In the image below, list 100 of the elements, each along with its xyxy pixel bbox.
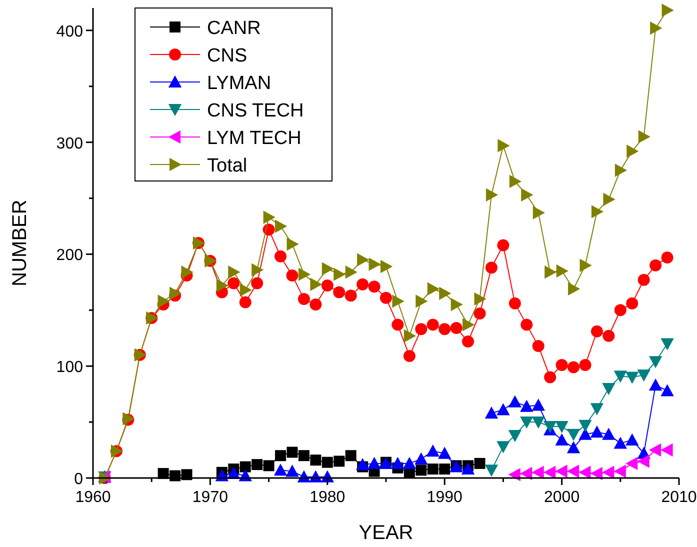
point bbox=[626, 433, 639, 446]
point bbox=[648, 356, 662, 368]
legend-label: CNS TECH bbox=[207, 100, 304, 122]
point bbox=[170, 286, 182, 300]
point bbox=[274, 250, 287, 262]
point bbox=[439, 286, 452, 300]
point bbox=[543, 466, 556, 480]
point bbox=[508, 297, 521, 310]
point bbox=[450, 322, 462, 334]
point bbox=[520, 466, 532, 480]
x-tick-label: 1970 bbox=[192, 489, 228, 506]
point bbox=[310, 454, 322, 466]
point bbox=[660, 338, 674, 350]
point bbox=[439, 464, 450, 475]
point bbox=[614, 304, 626, 316]
point bbox=[310, 278, 322, 292]
point bbox=[345, 265, 358, 279]
point bbox=[485, 262, 498, 274]
point bbox=[461, 462, 475, 475]
legend-label: CNS bbox=[207, 46, 248, 66]
point bbox=[498, 139, 510, 152]
point bbox=[496, 441, 510, 454]
x-tick-label: 2000 bbox=[544, 489, 580, 506]
point bbox=[521, 188, 534, 202]
point bbox=[568, 361, 580, 374]
point bbox=[298, 292, 310, 305]
point bbox=[345, 450, 356, 462]
point bbox=[590, 426, 604, 438]
point bbox=[298, 268, 311, 281]
point bbox=[321, 280, 334, 292]
point bbox=[578, 420, 592, 432]
y-tick-label: 200 bbox=[56, 247, 84, 264]
point bbox=[228, 277, 240, 290]
point bbox=[544, 265, 557, 279]
point bbox=[520, 416, 534, 429]
point bbox=[240, 461, 251, 472]
legend-label: Total bbox=[207, 156, 248, 176]
point bbox=[263, 210, 276, 224]
point bbox=[274, 464, 288, 476]
point bbox=[252, 263, 264, 276]
point bbox=[286, 238, 299, 251]
point bbox=[158, 294, 170, 308]
point bbox=[602, 382, 616, 396]
point bbox=[626, 297, 638, 310]
point bbox=[566, 441, 580, 454]
point bbox=[661, 252, 674, 264]
point bbox=[310, 298, 322, 311]
y-axis-title: NUMBER bbox=[9, 200, 31, 286]
point bbox=[368, 456, 381, 469]
point bbox=[556, 264, 568, 278]
point bbox=[650, 259, 662, 272]
point bbox=[602, 428, 616, 440]
point bbox=[638, 274, 650, 286]
point bbox=[637, 370, 650, 382]
point bbox=[275, 450, 286, 462]
point bbox=[544, 371, 556, 384]
point bbox=[602, 330, 615, 342]
point bbox=[532, 398, 545, 411]
point bbox=[638, 130, 650, 144]
point bbox=[662, 4, 674, 17]
point bbox=[322, 456, 333, 468]
point bbox=[450, 298, 463, 312]
legend-label: CANR bbox=[207, 18, 261, 39]
point bbox=[484, 406, 498, 419]
point bbox=[602, 466, 614, 480]
point bbox=[509, 174, 522, 188]
point bbox=[590, 403, 604, 416]
point bbox=[637, 454, 650, 468]
point bbox=[368, 258, 381, 271]
point bbox=[532, 466, 544, 480]
point bbox=[438, 446, 452, 459]
y-tick-label: 0 bbox=[74, 471, 84, 488]
y-tick-label: 300 bbox=[56, 135, 84, 152]
point bbox=[555, 433, 568, 446]
point bbox=[427, 282, 440, 296]
point bbox=[484, 464, 498, 477]
point bbox=[590, 466, 602, 480]
point bbox=[391, 456, 404, 469]
point bbox=[626, 144, 639, 158]
point bbox=[239, 296, 252, 308]
point bbox=[590, 325, 603, 338]
point bbox=[322, 262, 334, 276]
x-tick-label: 1980 bbox=[310, 489, 346, 506]
point bbox=[240, 283, 252, 297]
point bbox=[578, 428, 592, 440]
x-tick-label: 1960 bbox=[75, 489, 111, 506]
point bbox=[402, 456, 416, 469]
point bbox=[532, 206, 545, 220]
point bbox=[344, 290, 357, 302]
x-tick-label: 1990 bbox=[426, 489, 462, 506]
point bbox=[275, 220, 288, 233]
point bbox=[566, 428, 580, 441]
point bbox=[650, 22, 662, 35]
point bbox=[334, 268, 346, 281]
point bbox=[614, 436, 627, 449]
point bbox=[532, 340, 544, 352]
point bbox=[216, 278, 229, 292]
point bbox=[333, 286, 346, 298]
y-tick-label: 400 bbox=[56, 23, 84, 40]
point bbox=[603, 192, 616, 206]
